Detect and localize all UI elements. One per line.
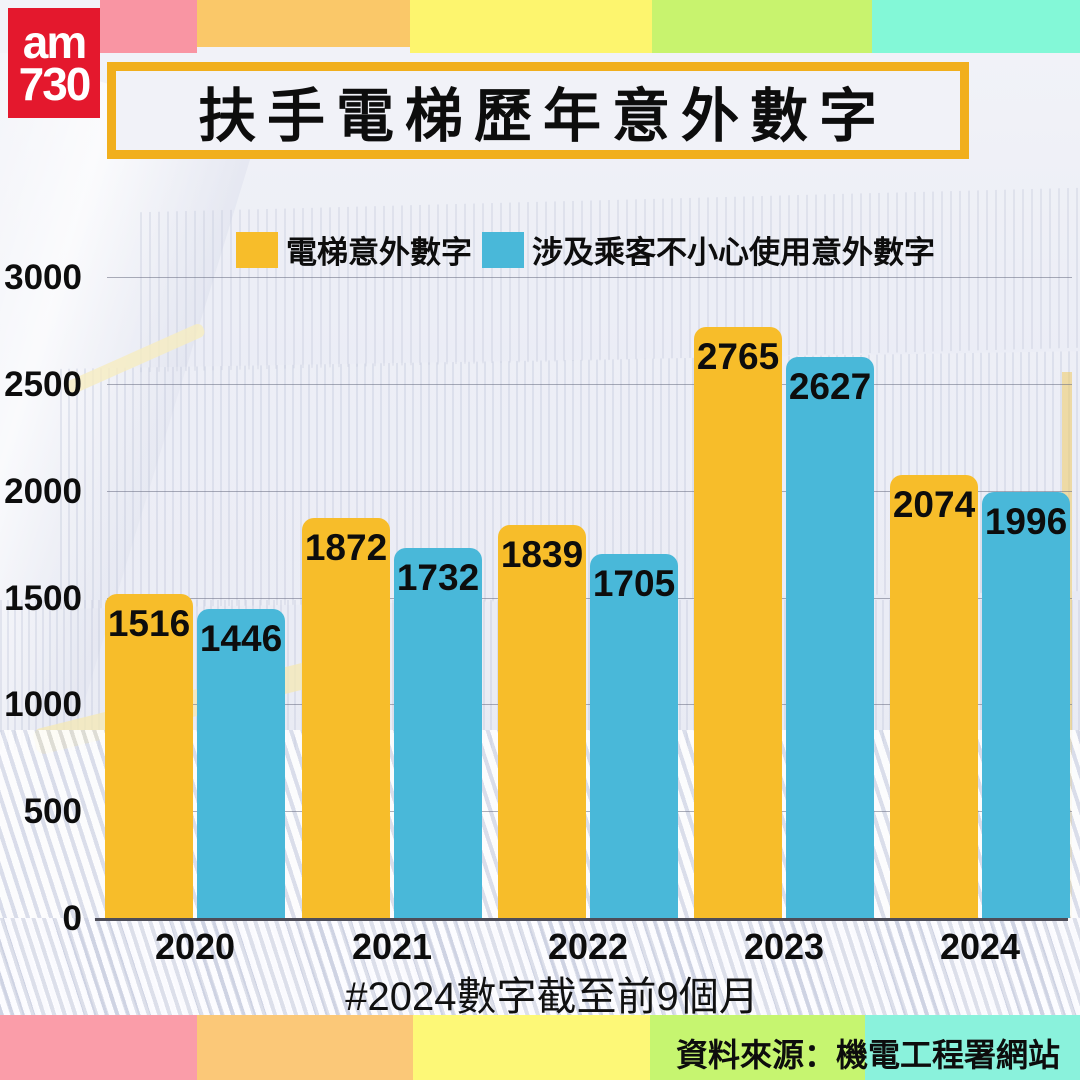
gridline-1000 — [107, 704, 1072, 706]
top-strip-segment-green — [652, 0, 872, 53]
bottom-strip-segment-green — [650, 1015, 865, 1080]
x-axis-label-2020: 2020 — [154, 926, 236, 967]
bar-2023-series1: 2627 — [786, 357, 874, 918]
y-axis-label-1500: 1500 — [4, 578, 82, 618]
bar-2020-series0: 1516 — [105, 594, 193, 918]
am730-logo-line2: 730 — [18, 58, 92, 110]
gridline-1500 — [107, 597, 1072, 599]
y-axis-label-1000: 1000 — [4, 685, 82, 725]
bar-2024-series1: 1996 — [982, 492, 1070, 918]
bar-value-label: 1996 — [984, 501, 1068, 542]
data-source-credit: 資料來源：機電工程署網站 — [675, 1037, 1060, 1073]
gridline-2000 — [107, 490, 1072, 492]
chart-legend: 電梯意外數字 涉及乘客不小心使用意外數字 — [236, 227, 935, 272]
bar-value-label: 1839 — [500, 534, 584, 575]
bar-value-label: 1446 — [199, 618, 283, 659]
gridline-3000 — [107, 277, 1072, 278]
bar-value-label: 1872 — [304, 527, 388, 568]
legend-label-1: 涉及乘客不小心使用意外數字 — [532, 235, 935, 270]
am730-logo-line1: am — [22, 15, 88, 68]
x-axis-label-2021: 2021 — [351, 926, 433, 967]
y-axis-label-500: 500 — [23, 792, 82, 832]
bar-value-label: 2765 — [696, 336, 780, 377]
bar-value-label: 2074 — [892, 484, 976, 525]
y-axis-label-3000: 3000 — [4, 258, 82, 297]
bar-2022-series1: 1705 — [590, 554, 678, 918]
top-strip-segment-aqua — [872, 0, 1080, 53]
x-axis-label-2022: 2022 — [547, 926, 629, 967]
legend-swatch-1 — [482, 231, 524, 268]
y-axis-label-2000: 2000 — [4, 471, 82, 511]
bar-2021-series0: 1872 — [302, 518, 390, 918]
bar-2021-series1: 1732 — [394, 548, 482, 918]
bar-2023-series0: 2765 — [694, 327, 782, 918]
y-axis-label-2500: 2500 — [4, 364, 82, 404]
y-axis-label-0: 0 — [62, 899, 82, 938]
bar-2022-series0: 1839 — [498, 525, 586, 918]
bottom-strip-segment-aqua — [865, 1015, 1080, 1080]
bar-2024-series0: 2074 — [890, 475, 978, 918]
page-title: 扶手電梯歷年意外數字 — [197, 83, 888, 149]
legend-swatch-0 — [236, 231, 278, 268]
bar-value-label: 1705 — [592, 563, 676, 604]
legend-label-0: 電梯意外數字 — [286, 235, 472, 270]
title-box: 扶手電梯歷年意外數字 — [107, 62, 969, 159]
legend-item-1: 涉及乘客不小心使用意外數字 — [482, 227, 935, 272]
bottom-strip-segment-yellow — [413, 1015, 650, 1080]
bar-value-label: 2627 — [788, 366, 872, 407]
x-axis-label-2023: 2023 — [743, 926, 825, 967]
x-axis-line — [95, 918, 1068, 921]
bar-value-label: 1516 — [107, 603, 191, 644]
top-strip-segment-yellow — [410, 0, 652, 53]
x-axis-label-2024: 2024 — [939, 926, 1021, 967]
bar-value-label: 1732 — [396, 557, 480, 598]
chart-footnote: #2024數字截至前9個月 — [345, 975, 759, 1019]
bar-2020-series1: 1446 — [197, 609, 285, 918]
gridline-2500 — [107, 383, 1072, 385]
legend-item-0: 電梯意外數字 — [236, 227, 472, 272]
am730-logo: am 730 — [8, 8, 100, 118]
